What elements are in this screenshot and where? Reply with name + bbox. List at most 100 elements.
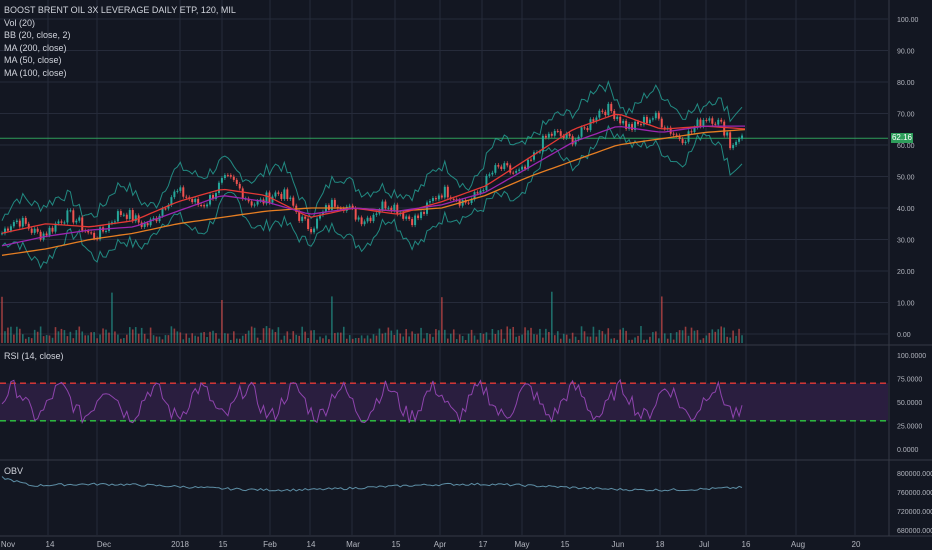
volume-bar [601, 331, 604, 343]
candle-body [226, 175, 229, 177]
candle-body [6, 228, 9, 231]
candle-body [467, 202, 470, 204]
candle-body [527, 159, 530, 169]
volume-bar [259, 339, 262, 343]
volume-bar [108, 332, 110, 343]
candle-body [440, 195, 443, 198]
volume-bar [488, 339, 491, 343]
rsi-line [1, 378, 743, 425]
candle-body [333, 199, 336, 207]
volume-bar [509, 328, 512, 343]
candle-body [223, 175, 226, 179]
volume-bar [702, 338, 705, 343]
candle-body [544, 135, 547, 138]
candle-body [197, 198, 200, 205]
legend-volume: Vol (20) [4, 17, 36, 28]
volume-bar [669, 333, 672, 343]
volume-bar [553, 335, 556, 343]
volume-bar [63, 330, 66, 343]
volume-bar [298, 335, 300, 343]
candle-body [717, 119, 720, 125]
volume-bar [200, 332, 202, 343]
time-axis-label: Dec [97, 540, 111, 549]
volume-bar [173, 328, 176, 343]
volume-bar [729, 337, 731, 343]
volume-bar [170, 326, 173, 343]
time-axis-label: Jul [699, 540, 709, 549]
volume-bar [687, 335, 690, 343]
volume-bar [408, 336, 410, 343]
volume-bar [571, 332, 574, 343]
candle-body [434, 198, 437, 200]
volume-bar [238, 338, 241, 343]
candle-body [60, 221, 63, 223]
volume-bar [390, 330, 393, 343]
candle-body [565, 133, 568, 138]
candle-body [93, 232, 96, 239]
candle-body [735, 141, 738, 145]
volume-bar [295, 334, 298, 343]
candle-body [497, 165, 500, 167]
candle-body [304, 216, 307, 219]
candle-body [479, 190, 482, 194]
volume-bar [441, 297, 443, 343]
volume-bar [521, 334, 523, 343]
candle-body [503, 163, 506, 170]
candle-body [173, 191, 176, 198]
price-tick-label: 10.00 [897, 301, 915, 308]
candle-body [217, 182, 220, 194]
volume-bar [637, 335, 639, 343]
candle-body [446, 186, 449, 198]
volume-bar [30, 338, 33, 343]
candle-body [54, 223, 57, 232]
candle-body [639, 124, 642, 126]
volume-bar [230, 339, 232, 343]
volume-bar [551, 291, 553, 343]
candle-body [310, 229, 313, 233]
candle-body [720, 119, 723, 122]
volume-bar [72, 338, 75, 343]
volume-bar [363, 338, 366, 343]
time-axis-label: May [514, 540, 529, 549]
volume-bar [265, 326, 268, 343]
volume-bar [45, 335, 48, 343]
volume-bar [167, 335, 170, 343]
volume-bar [556, 331, 559, 343]
volume-bar [331, 296, 333, 343]
volume-bar [146, 338, 149, 343]
candle-body [271, 196, 274, 203]
candle-body [714, 123, 717, 125]
volume-bar [625, 330, 627, 343]
candle-body [672, 133, 675, 135]
volume-bar [479, 333, 482, 343]
candle-body [437, 195, 440, 200]
candle-body [220, 178, 223, 183]
candle-body [15, 220, 18, 223]
ma100-line [1, 125, 745, 247]
volume-bar [24, 338, 27, 343]
volume-bar [533, 334, 535, 343]
candle-body [642, 116, 645, 125]
candle-body [494, 165, 497, 173]
candle-body [12, 222, 15, 227]
volume-bar [114, 331, 116, 343]
volume-bar [464, 339, 467, 343]
candle-body [547, 133, 550, 138]
volume-bar [27, 337, 30, 343]
candle-body [39, 231, 42, 240]
candle-body [99, 227, 102, 240]
volume-bar [137, 333, 140, 343]
candle-body [57, 221, 60, 224]
candle-body [128, 210, 131, 219]
candle-body [619, 116, 622, 124]
candle-body [705, 119, 708, 121]
candle-body [256, 201, 259, 205]
candle-body [283, 189, 286, 199]
candle-body [509, 165, 512, 173]
volume-bar [203, 332, 205, 343]
candle-body [146, 223, 149, 226]
volume-bar [438, 330, 440, 343]
volume-bar [369, 338, 372, 343]
volume-bar [342, 326, 345, 343]
